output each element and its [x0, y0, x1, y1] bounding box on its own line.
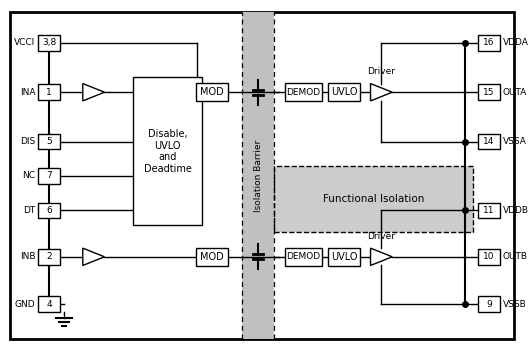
Bar [328, 83, 360, 101]
Text: 5: 5 [46, 137, 52, 146]
Text: 10: 10 [483, 252, 495, 261]
Text: VSSB: VSSB [503, 300, 526, 309]
Bar [478, 35, 500, 51]
Bar [196, 248, 228, 266]
Text: VDDB: VDDB [503, 206, 529, 215]
Text: OUTB: OUTB [503, 252, 528, 261]
Polygon shape [83, 84, 104, 101]
Text: Driver: Driver [368, 67, 395, 76]
Text: Disable,
UVLO
and
Deadtime: Disable, UVLO and Deadtime [144, 129, 192, 174]
Text: INB: INB [20, 252, 36, 261]
Bar [285, 248, 322, 266]
Bar [196, 83, 228, 101]
Text: GND: GND [15, 300, 36, 309]
Text: 14: 14 [483, 137, 494, 146]
Text: 15: 15 [483, 88, 495, 97]
Bar [478, 134, 500, 150]
Text: DIS: DIS [20, 137, 36, 146]
Text: MOD: MOD [200, 252, 224, 262]
Text: UVLO: UVLO [331, 252, 357, 262]
Bar [38, 296, 60, 312]
Bar [478, 249, 500, 265]
Text: Functional Isolation: Functional Isolation [323, 194, 424, 204]
Polygon shape [370, 84, 392, 101]
Text: 7: 7 [46, 172, 52, 180]
Text: DT: DT [23, 206, 36, 215]
Bar [38, 35, 60, 51]
Polygon shape [83, 248, 104, 265]
Bar [133, 78, 202, 225]
Text: 4: 4 [46, 300, 52, 309]
Bar [328, 248, 360, 266]
Text: Driver: Driver [368, 232, 395, 240]
Text: DEMOD: DEMOD [286, 252, 321, 261]
Text: UVLO: UVLO [331, 87, 357, 97]
Text: DEMOD: DEMOD [286, 88, 321, 97]
Text: 1: 1 [46, 88, 52, 97]
Text: NC: NC [22, 172, 36, 180]
Text: 6: 6 [46, 206, 52, 215]
Bar [274, 166, 473, 232]
Text: MOD: MOD [200, 87, 224, 97]
Bar [38, 203, 60, 218]
Text: 9: 9 [486, 300, 492, 309]
Bar [243, 12, 274, 339]
Text: VSSA: VSSA [503, 137, 527, 146]
Bar [478, 296, 500, 312]
Text: Isolation Barrier: Isolation Barrier [254, 140, 263, 212]
Bar [478, 203, 500, 218]
Text: 16: 16 [483, 39, 495, 47]
Text: VDDA: VDDA [503, 39, 528, 47]
Bar [38, 168, 60, 184]
Text: 11: 11 [483, 206, 495, 215]
Text: 2: 2 [46, 252, 52, 261]
Bar [285, 83, 322, 101]
Text: VCCI: VCCI [14, 39, 36, 47]
Bar [38, 84, 60, 100]
Bar [38, 134, 60, 150]
Polygon shape [370, 248, 392, 265]
Text: OUTA: OUTA [503, 88, 527, 97]
Bar [478, 84, 500, 100]
Bar [38, 249, 60, 265]
Text: INA: INA [20, 88, 36, 97]
Text: 3,8: 3,8 [42, 39, 56, 47]
